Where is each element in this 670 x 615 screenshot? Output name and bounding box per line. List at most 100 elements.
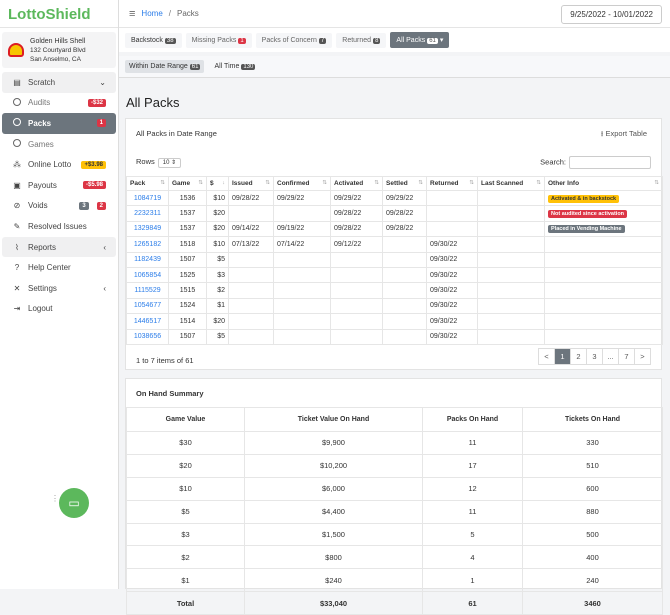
page-button[interactable]: 3 [586,348,603,365]
sidebar-item-resolved-issues[interactable]: ✎ Resolved Issues [2,216,116,237]
column-label: Confirmed [277,180,310,187]
pack-link[interactable]: 1065854 [133,271,162,279]
subtab-all-time[interactable]: All Time 130 [210,60,259,73]
tools-icon: ✕ [13,283,21,293]
page-button[interactable]: 2 [570,348,587,365]
pack-link[interactable]: 1115529 [134,287,161,295]
status-badge: Not audited since activation [548,210,628,219]
cell-otherinfo [544,282,663,299]
summary-column-header: Game Value [126,407,245,432]
sidebar-item-logout[interactable]: ⇥ Logout [2,299,116,320]
pack-link[interactable]: 1038656 [133,333,162,341]
cash-icon: ▣ [13,180,21,190]
sidebar-item-label: Resolved Issues [28,221,87,231]
store-card[interactable]: Golden Hills Shell 132 Courtyard Blvd San … [2,32,116,68]
cell-settled: 09/28/22 [382,205,427,222]
ban-icon: ⊘ [13,201,21,211]
pack-link[interactable]: 1265182 [133,240,162,248]
column-header[interactable]: Confirmed ⇅ [273,176,331,191]
sidebar-item-online-lotto[interactable]: ⁂ Online Lotto +$3.98 [2,154,116,175]
subtab-within-date-range[interactable]: Within Date Range 61 [125,60,205,73]
cell-otherinfo: Not audited since activation [544,205,663,222]
pack-link[interactable]: 1446517 [133,317,162,325]
sidebar-item-scratch[interactable]: ▤ Scratch ⌄ [2,72,116,93]
pack-link[interactable]: 1054677 [133,302,162,310]
pack-link[interactable]: 1182439 [134,256,161,264]
cell-confirmed [273,297,331,315]
subtab-label: Within Date Range [129,63,188,70]
page-button[interactable]: 1 [554,348,571,365]
cell-issued [228,297,274,315]
rows-select[interactable]: 10 ⇕ [157,158,182,168]
cell-issued [228,251,274,268]
tab-all-packs[interactable]: All Packs 61 ▾ [390,32,450,48]
sidebar-item-audits[interactable]: Audits -$32 [2,93,116,114]
logo[interactable]: LottoShield [0,0,118,28]
sidebar-item-label: Audits [28,98,51,108]
page-button[interactable]: > [634,348,651,365]
summary-total-row: Total $33,040 61 3460 [126,591,663,615]
page-button[interactable]: ... [602,348,619,365]
sidebar-item-payouts[interactable]: ▣ Payouts -$5.98 [2,175,116,196]
summary-cell: $1,500 [244,522,423,547]
export-table-button[interactable]: ⭳ Export Table [600,129,647,138]
cell-issued [228,205,274,222]
status-badge: Placed in Vending Machine [548,225,625,234]
cell-otherinfo [544,313,663,330]
page-button[interactable]: < [538,348,555,365]
table-row: 1182439 1507 $5 09/30/22 [126,251,663,268]
cell-settled [382,328,427,345]
summary-cell: 1 [422,568,523,593]
sidebar-item-games[interactable]: Games [2,134,116,155]
column-header[interactable]: Returned ⇅ [426,176,478,191]
cell-issued: 09/14/22 [228,220,274,238]
page-button[interactable]: 7 [618,348,635,365]
breadcrumb-home[interactable]: Home [141,9,163,18]
date-range-picker[interactable]: 9/25/2022 - 10/01/2022 [561,5,662,24]
sidebar-item-voids[interactable]: ⊘ Voids 3 2 [2,196,116,217]
summary-cell: $3 [126,522,245,547]
sidebar-item-packs[interactable]: Packs 1 [2,113,116,134]
column-header[interactable]: $ ↓ [206,176,229,191]
cell-: $10 [206,236,229,253]
sidebar-item-reports[interactable]: ⌇ Reports ‹ [2,236,116,258]
summary-cell: $5 [126,499,245,524]
cell-pack: 1115529 [126,282,169,299]
column-header[interactable]: Pack ⇅ [126,176,169,191]
cell-returned: 09/30/22 [426,297,478,315]
cell-returned: 09/30/22 [426,251,478,268]
column-header[interactable]: Settled ⇅ [382,176,427,191]
tab-missing-packs[interactable]: Missing Packs 1 [185,32,252,48]
chat-button[interactable]: ▭ [59,488,89,518]
column-header[interactable]: Other Info ⇅ [544,176,663,191]
summary-cell: 600 [522,476,663,501]
column-header[interactable]: Activated ⇅ [330,176,383,191]
tab-count-badge: 61 [427,38,438,44]
menu-icon[interactable]: ≡ [129,7,136,20]
cell-: $10 [206,189,229,207]
tab-packs-of-concern[interactable]: Packs of Concern 7 [255,32,333,48]
sidebar-badge: 1 [96,119,106,128]
sidebar-item-label: Settings [28,283,57,293]
tab-backstock[interactable]: Backstock 38 [125,32,182,48]
cell-pack: 1054677 [126,297,169,315]
chevron-icon: ‹ [103,283,106,293]
search-input[interactable] [569,156,651,169]
caret-down-icon: ▾ [437,37,444,44]
sidebar-item-label: Packs [28,118,52,128]
sort-icon: ⇅ [374,180,379,186]
column-header[interactable]: Last Scanned ⇅ [477,176,545,191]
summary-cell: $10 [126,476,245,501]
summary-cell: 240 [522,568,663,593]
sidebar-item-settings[interactable]: ✕ Settings ‹ [2,278,116,299]
cell-confirmed [273,328,331,345]
sidebar-item-help-center[interactable]: ? Help Center [2,257,116,278]
pack-link[interactable]: 1084719 [133,194,162,202]
pack-link[interactable]: 2232311 [134,210,161,218]
tab-returned[interactable]: Returned 8 [336,32,387,48]
column-header[interactable]: Game ⇅ [168,176,207,191]
tab-label: Backstock [131,36,163,44]
pack-link[interactable]: 1329849 [133,225,162,233]
cell-game: 1536 [168,189,207,207]
column-header[interactable]: Issued ⇅ [228,176,274,191]
